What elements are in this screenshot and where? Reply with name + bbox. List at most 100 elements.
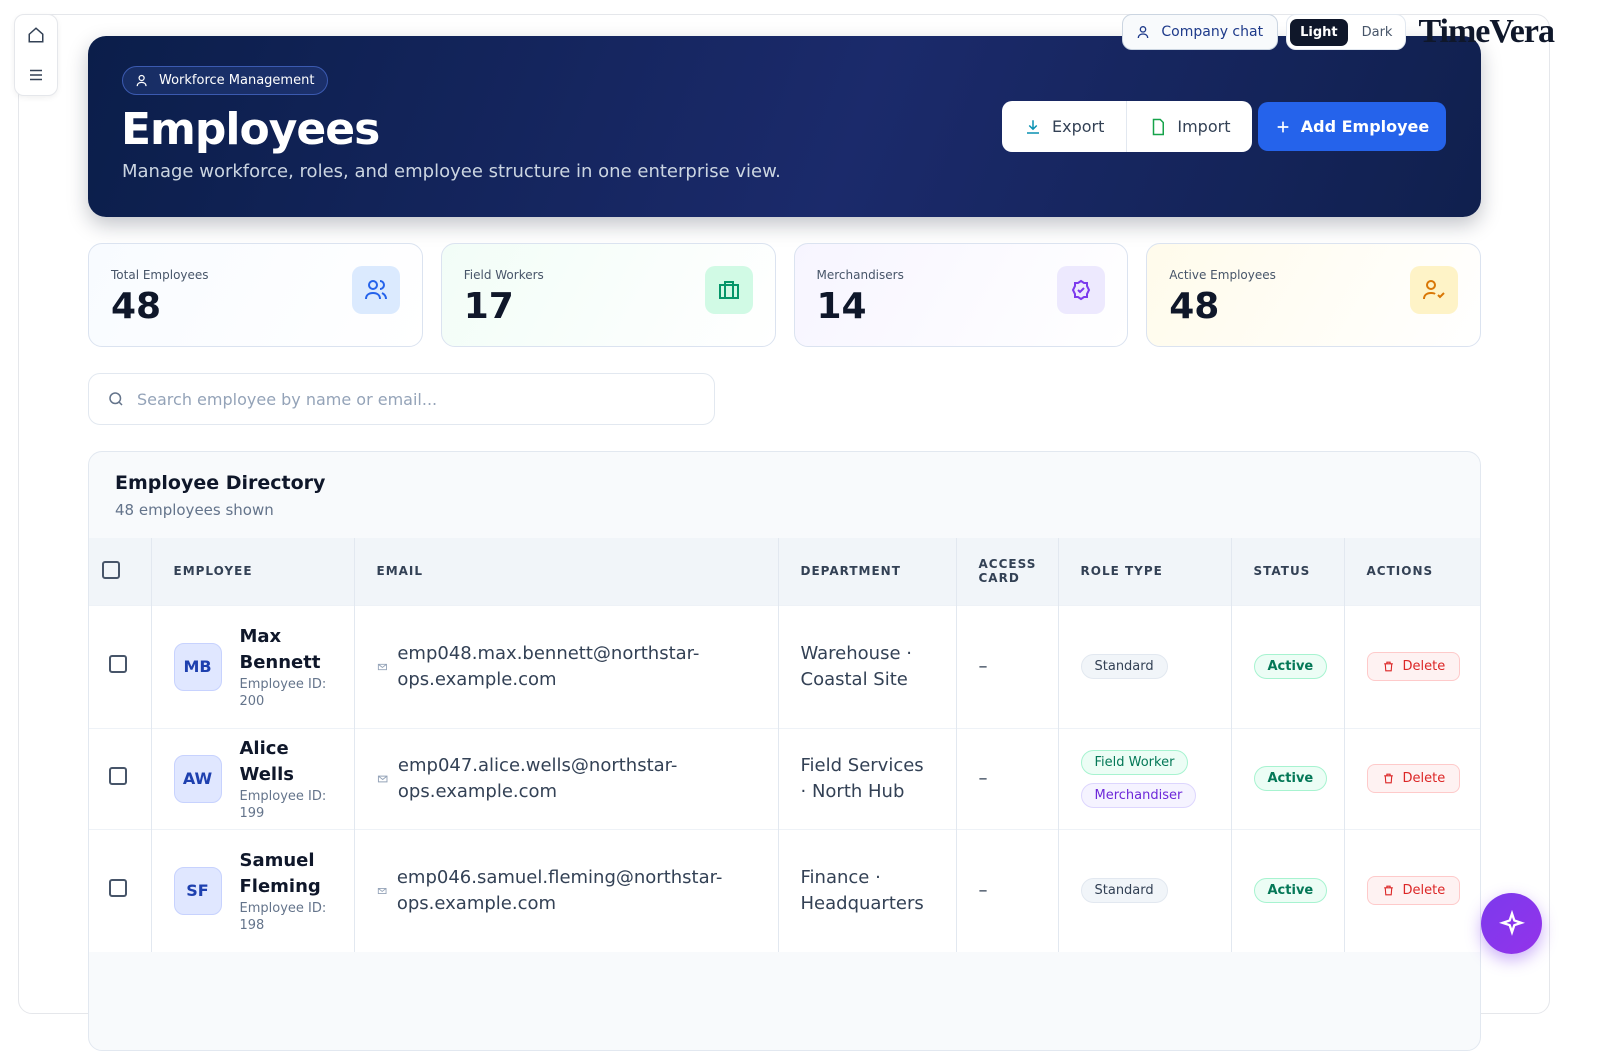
- button-group: Export Import: [1002, 101, 1253, 152]
- column-header: ROLE TYPE: [1058, 538, 1232, 605]
- delete-button[interactable]: Delete: [1366, 876, 1461, 906]
- status-badge: Active: [1253, 766, 1328, 791]
- icon: [377, 663, 387, 670]
- label: Company chat: [1161, 24, 1264, 40]
- checkbox[interactable]: [109, 767, 127, 785]
- email: emp048.max.bennett@northstar-ops.example…: [377, 641, 756, 693]
- assistant-button[interactable]: [1481, 893, 1542, 954]
- column-header: EMPLOYEE: [151, 538, 355, 605]
- badge: Workforce Management: [122, 66, 329, 95]
- employee-name[interactable]: Max Bennett: [239, 625, 321, 673]
- role-cell: Standard: [1058, 604, 1232, 728]
- page-subtitle: Manage workforce, roles, and employee st…: [122, 161, 781, 182]
- select-all[interactable]: [89, 538, 152, 605]
- employee: AW Alice Wells Employee ID: 199: [173, 736, 332, 822]
- role-badge: Field Worker: [1080, 749, 1189, 775]
- employee-id: Employee ID: 198: [239, 900, 327, 933]
- import-button[interactable]: Import: [1126, 101, 1252, 152]
- column-header: DEPARTMENT: [778, 538, 957, 605]
- delete-button[interactable]: Delete: [1366, 652, 1461, 681]
- checkbox[interactable]: [109, 879, 127, 898]
- select-cell: [89, 604, 152, 728]
- icon-path: [1423, 279, 1445, 300]
- employee-info: Alice Wells Employee ID: 199: [240, 736, 332, 822]
- icon: [377, 775, 387, 782]
- stat-label: Merchandisers: [816, 268, 904, 282]
- icon-path: [377, 775, 387, 782]
- stat-value: 48: [111, 286, 162, 327]
- role-badge: Standard: [1080, 654, 1168, 679]
- label: Delete: [1402, 883, 1446, 899]
- stat-icon: [351, 266, 400, 314]
- avatar: AW: [173, 754, 222, 803]
- icon: [1383, 661, 1393, 672]
- role-cell: Standard: [1058, 828, 1232, 952]
- delete-button[interactable]: Delete: [1366, 764, 1461, 793]
- icon: [1423, 279, 1445, 300]
- role-cell: Field Worker Merchandiser: [1058, 727, 1232, 829]
- stat-card: Active Employees 48: [1146, 243, 1481, 347]
- logo[interactable]: TimeVera: [1418, 13, 1555, 50]
- select-cell: [89, 727, 152, 829]
- page: Employees *{box-sizing:border-box} html,…: [14, 13, 1555, 1051]
- icon: [1498, 909, 1525, 936]
- column-header: ACCESS CARD: [956, 538, 1059, 605]
- stat-card: Total Employees 48: [88, 243, 423, 347]
- department-cell: Field Services · North Hub: [778, 727, 957, 829]
- status-cell: Active: [1231, 727, 1345, 829]
- stat-card: Field Workers 17: [440, 243, 776, 347]
- add-employee-button[interactable]: Add Employee: [1258, 102, 1446, 151]
- employee-name[interactable]: Alice Wells: [239, 737, 294, 785]
- access-card-cell: –: [956, 828, 1059, 952]
- icon: [718, 281, 739, 299]
- department-cell: Warehouse · Coastal Site: [778, 604, 957, 728]
- email-text: emp046.samuel.fleming@northstar-ops.exam…: [396, 866, 723, 914]
- search-input[interactable]: Search employee by name or email...: [88, 373, 715, 425]
- icon-path: [377, 663, 387, 670]
- header-row: EMPLOYEE EMAIL DEPARTMENT ACCESS CARD ROLE T…: [89, 538, 1480, 605]
- email-text: emp048.max.bennett@northstar-ops.example…: [397, 642, 700, 690]
- menu-button[interactable]: [27, 66, 45, 84]
- icon: [1072, 279, 1091, 301]
- table-body: MB Max Bennett Employee ID: 200 emp048.max.…: [89, 604, 1480, 952]
- light-button[interactable]: Light: [1290, 18, 1348, 46]
- employee-directory: Employee Directory 48 employees shown EM…: [88, 451, 1481, 1051]
- column-header: ACTIONS: [1344, 538, 1480, 605]
- icon: [1383, 773, 1393, 784]
- label: Delete: [1402, 659, 1446, 674]
- icon-path: [1383, 885, 1393, 896]
- employee-table: EMPLOYEE EMAIL DEPARTMENT ACCESS CARD ROLE T…: [89, 538, 1480, 952]
- icon-path: [718, 281, 739, 299]
- stat-value: 48: [1169, 286, 1220, 327]
- label: Export: [1052, 117, 1105, 136]
- dark-button[interactable]: Dark: [1352, 19, 1403, 46]
- icon: [1277, 121, 1289, 132]
- email: emp047.alice.wells@northstar-ops.example…: [377, 753, 756, 805]
- access-card-cell: –: [956, 604, 1059, 728]
- email-text: emp047.alice.wells@northstar-ops.example…: [397, 754, 678, 802]
- stat-icon: [1057, 266, 1106, 314]
- status-cell: Active: [1231, 604, 1345, 728]
- stat-card: Merchandisers 14: [793, 243, 1129, 347]
- email: emp046.samuel.fleming@northstar-ops.exam…: [377, 865, 756, 917]
- status-cell: Active: [1231, 828, 1345, 952]
- export-button[interactable]: Export: [1002, 101, 1126, 152]
- employee-name[interactable]: Samuel Fleming: [239, 849, 321, 897]
- employee: MB Max Bennett Employee ID: 200: [173, 624, 332, 710]
- icon: [136, 74, 147, 87]
- home-button[interactable]: [27, 26, 45, 44]
- department-cell: Finance · Headquarters: [778, 828, 957, 952]
- stat-icon: [704, 266, 753, 314]
- icon: [1153, 118, 1165, 135]
- checkbox[interactable]: [102, 560, 120, 579]
- label: Import: [1177, 117, 1231, 136]
- checkbox[interactable]: [109, 655, 127, 673]
- role-badge: Standard: [1080, 878, 1168, 904]
- employee-cell: MB Max Bennett Employee ID: 200: [151, 604, 355, 728]
- table-row: MB Max Bennett Employee ID: 200 emp048.max.…: [89, 604, 1480, 728]
- role-badge: Merchandiser: [1080, 782, 1197, 808]
- employee-info: Max Bennett Employee ID: 200: [240, 624, 332, 710]
- company-chat-button[interactable]: Company chat: [1122, 14, 1279, 50]
- avatar: MB: [173, 642, 222, 691]
- topbar: Company chat Light Dark TimeVera: [1122, 13, 1555, 51]
